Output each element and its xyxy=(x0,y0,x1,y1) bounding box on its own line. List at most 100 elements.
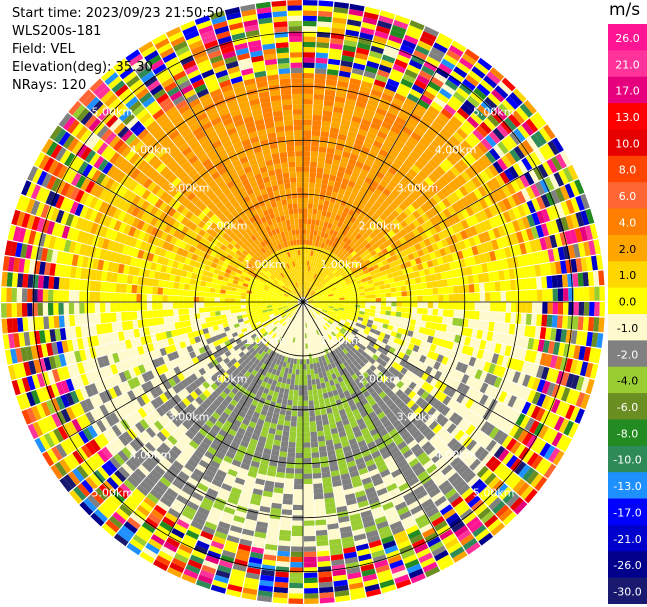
velocity-gate xyxy=(569,359,578,374)
velocity-gate xyxy=(303,380,308,386)
velocity-gate xyxy=(437,112,450,124)
velocity-gate xyxy=(443,124,456,135)
velocity-gate xyxy=(461,53,477,66)
velocity-gate xyxy=(319,194,326,201)
velocity-gate xyxy=(354,138,364,147)
velocity-gate xyxy=(334,249,340,256)
velocity-gate xyxy=(321,290,327,294)
velocity-gate xyxy=(556,274,563,288)
velocity-gate xyxy=(390,331,398,338)
velocity-gate xyxy=(324,316,330,321)
velocity-gate xyxy=(556,385,566,400)
velocity-gate xyxy=(323,306,329,309)
velocity-gate xyxy=(276,466,286,473)
velocity-gate xyxy=(515,231,525,244)
velocity-gate xyxy=(307,379,312,386)
velocity-gate xyxy=(500,120,513,135)
velocity-gate xyxy=(315,219,320,226)
velocity-gate xyxy=(446,99,460,112)
velocity-gate xyxy=(580,257,588,272)
velocity-gate xyxy=(351,318,358,323)
velocity-gate xyxy=(304,598,319,604)
velocity-gate xyxy=(323,221,329,228)
velocity-gate xyxy=(295,374,300,380)
velocity-gate xyxy=(392,326,399,333)
velocity-gate xyxy=(303,426,310,433)
velocity-gate xyxy=(349,77,362,86)
velocity-gate xyxy=(349,192,357,200)
velocity-gate xyxy=(310,250,314,257)
velocity-gate xyxy=(306,260,310,266)
velocity-gate xyxy=(536,314,543,327)
velocity-gate xyxy=(543,463,557,479)
velocity-gate xyxy=(163,316,170,324)
velocity-gate xyxy=(388,221,396,230)
velocity-gate xyxy=(332,288,338,293)
velocity-gate xyxy=(396,306,402,312)
velocity-gate xyxy=(322,291,328,295)
velocity-gate xyxy=(423,357,432,366)
velocity-gate xyxy=(386,245,393,253)
velocity-gate xyxy=(322,205,329,212)
velocity-gate xyxy=(428,51,443,63)
velocity-gate xyxy=(306,359,310,365)
velocity-gate xyxy=(382,175,392,184)
velocity-gate xyxy=(466,266,473,276)
velocity-gate xyxy=(328,53,342,61)
velocity-gate xyxy=(279,451,288,458)
velocity-gate xyxy=(347,19,362,27)
velocity-gate xyxy=(318,10,333,18)
velocity-gate xyxy=(516,190,527,204)
velocity-gate xyxy=(315,524,327,531)
velocity-gate xyxy=(377,20,392,30)
velocity-gate xyxy=(315,280,320,286)
velocity-gate xyxy=(433,302,439,309)
velocity-gate xyxy=(501,435,513,449)
velocity-gate xyxy=(417,184,427,194)
velocity-gate xyxy=(304,281,307,287)
velocity-gate xyxy=(308,245,312,251)
velocity-gate xyxy=(391,292,397,297)
velocity-gate xyxy=(342,287,349,292)
velocity-gate xyxy=(538,127,552,143)
velocity-gate xyxy=(364,159,374,168)
velocity-gate xyxy=(349,333,356,339)
velocity-gate xyxy=(404,216,413,226)
velocity-gate xyxy=(501,258,509,270)
velocity-gate xyxy=(313,302,319,304)
velocity-gate xyxy=(396,223,404,232)
velocity-gate xyxy=(505,182,516,195)
velocity-gate xyxy=(324,94,335,102)
velocity-gate xyxy=(315,251,319,258)
velocity-gate xyxy=(526,452,539,467)
velocity-gate xyxy=(325,158,333,165)
velocity-gate xyxy=(554,233,563,247)
velocity-gate xyxy=(338,291,344,295)
velocity-gate xyxy=(598,317,605,333)
velocity-gate xyxy=(417,40,432,51)
velocity-gate xyxy=(373,112,385,121)
velocity-gate xyxy=(559,357,568,371)
velocity-gate xyxy=(496,237,504,249)
velocity-gate xyxy=(474,212,484,223)
velocity-gate xyxy=(345,238,352,246)
velocity-gate xyxy=(404,158,414,168)
velocity-gate xyxy=(318,581,333,588)
velocity-gate xyxy=(522,374,531,387)
velocity-gate xyxy=(432,233,441,243)
velocity-gate xyxy=(455,268,463,277)
velocity-gate xyxy=(360,324,367,330)
velocity-gate xyxy=(326,69,339,76)
velocity-gate xyxy=(383,139,394,149)
velocity-gate xyxy=(425,210,434,220)
velocity-gate xyxy=(318,5,333,12)
velocity-gate xyxy=(334,270,340,276)
velocity-gate xyxy=(536,393,547,407)
velocity-gate xyxy=(443,294,449,302)
velocity-gate xyxy=(422,288,428,296)
velocity-gate xyxy=(313,299,319,301)
velocity-gate xyxy=(315,289,321,294)
velocity-gate xyxy=(309,182,315,188)
velocity-gate xyxy=(310,426,317,432)
velocity-gate xyxy=(370,294,376,299)
